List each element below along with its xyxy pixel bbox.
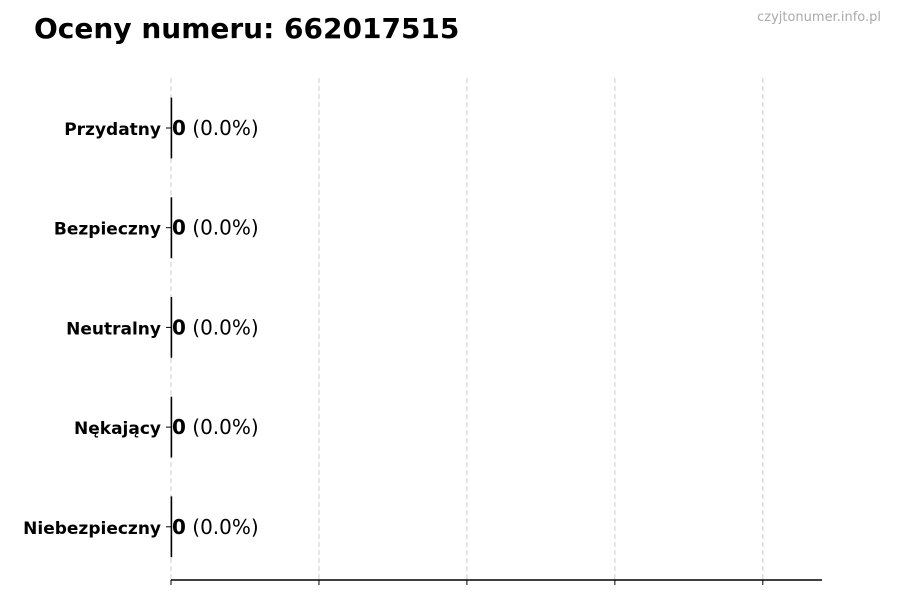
y-tick-label: Niebezpieczny	[23, 519, 161, 539]
data-label: 0 (0.0%)	[172, 216, 259, 240]
y-tick-label: Bezpieczny	[54, 220, 161, 240]
y-tick-label: Nękający	[74, 419, 161, 439]
data-label-percent: (0.0%)	[186, 315, 259, 339]
data-label-percent: (0.0%)	[186, 116, 259, 140]
data-label-count: 0	[172, 415, 186, 439]
data-label-percent: (0.0%)	[186, 515, 259, 539]
chart-title: Oceny numeru: 662017515	[34, 12, 460, 45]
data-label: 0 (0.0%)	[172, 315, 259, 339]
data-label-percent: (0.0%)	[186, 216, 259, 240]
data-label: 0 (0.0%)	[172, 415, 259, 439]
data-label: 0 (0.0%)	[172, 116, 259, 140]
data-label-count: 0	[172, 315, 186, 339]
watermark: czyjtonumer.info.pl	[757, 10, 881, 25]
data-label-count: 0	[172, 515, 186, 539]
data-label-count: 0	[172, 116, 186, 140]
data-label-percent: (0.0%)	[186, 415, 259, 439]
data-label-count: 0	[172, 216, 186, 240]
y-tick-label: Przydatny	[64, 120, 161, 140]
data-label: 0 (0.0%)	[172, 515, 259, 539]
y-tick-label: Neutralny	[66, 319, 161, 339]
